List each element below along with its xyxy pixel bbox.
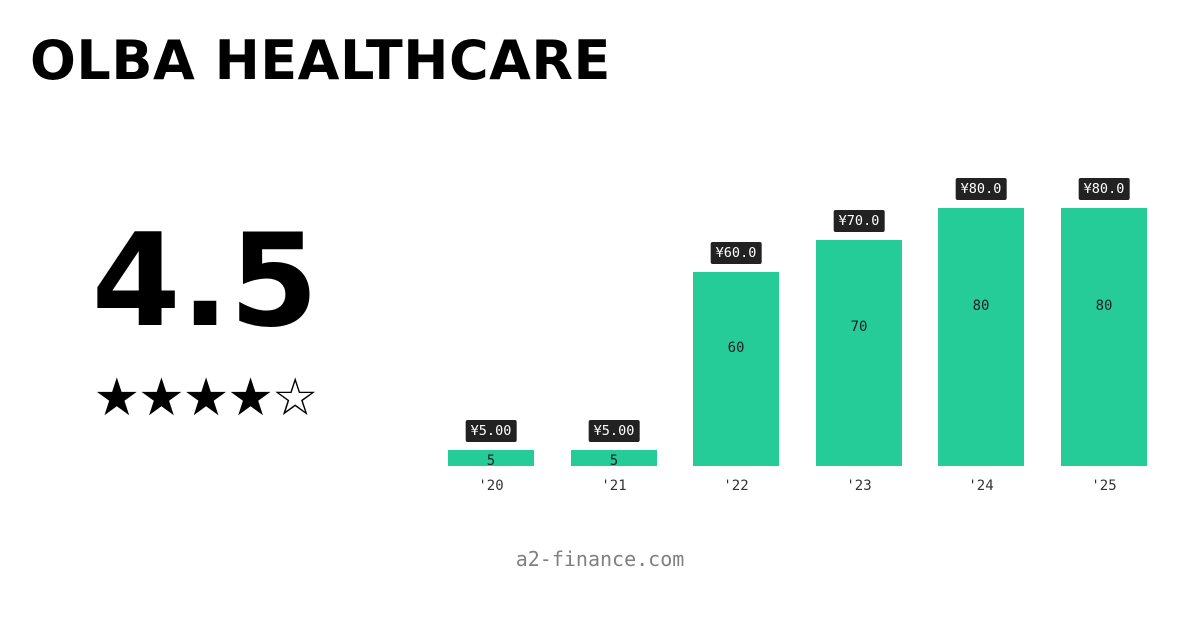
price-annotation: ¥60.0 bbox=[710, 242, 762, 264]
rating-value: 4.5 bbox=[91, 207, 319, 356]
bar-value-label: 5 bbox=[486, 453, 496, 469]
price-annotation: ¥5.00 bbox=[588, 420, 640, 442]
bar: 70 bbox=[816, 240, 902, 466]
x-axis-tick-label: '24 bbox=[968, 478, 994, 494]
price-annotation: ¥80.0 bbox=[1078, 178, 1130, 200]
x-axis-tick-label: '25 bbox=[1091, 478, 1117, 494]
bar: 5 bbox=[448, 450, 534, 469]
x-axis-tick-label: '23 bbox=[846, 478, 872, 494]
price-annotation: ¥70.0 bbox=[833, 210, 885, 232]
bar-value-label: 60 bbox=[727, 340, 745, 356]
bar-value-label: 80 bbox=[972, 298, 990, 314]
bar-value-label: 5 bbox=[609, 453, 619, 469]
x-axis-tick-label: '21 bbox=[601, 478, 627, 494]
price-annotation: ¥80.0 bbox=[955, 178, 1007, 200]
bar: 80 bbox=[1061, 208, 1147, 466]
price-annotation: ¥5.00 bbox=[465, 420, 517, 442]
bar: 60 bbox=[693, 272, 779, 466]
footer-site-link: a2-finance.com bbox=[515, 547, 685, 571]
bar: 80 bbox=[938, 208, 1024, 466]
bar: 5 bbox=[571, 450, 657, 469]
star-rating-icon: ★★★★☆ bbox=[93, 368, 318, 428]
x-axis-tick-label: '20 bbox=[478, 478, 504, 494]
x-axis-tick-label: '22 bbox=[723, 478, 749, 494]
bar-value-label: 80 bbox=[1095, 298, 1113, 314]
company-title: OLBA HEALTHCARE bbox=[30, 29, 611, 92]
bar-value-label: 70 bbox=[850, 319, 868, 335]
